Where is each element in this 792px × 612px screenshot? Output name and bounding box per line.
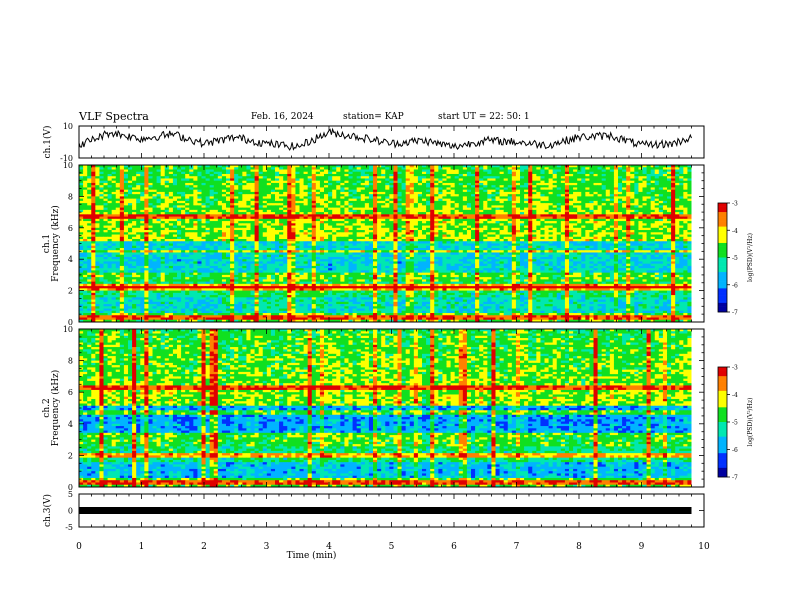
ch1-spectrogram-colorbar-label: log(PSD)(V²/Hz) <box>747 233 754 282</box>
ch1-spectrogram-colorbar-tick: -3 <box>732 201 738 208</box>
ch1-spectrogram-blank <box>691 165 704 322</box>
ch2-spectrogram-colorbar-label: log(PSD)(V²/Hz) <box>747 398 754 447</box>
xaxis-tick: 5 <box>389 542 395 552</box>
ch2-spectrogram-ytick: 8 <box>68 357 73 366</box>
xaxis-tick: 9 <box>639 542 645 552</box>
ch2-spectrogram-blank <box>691 329 704 487</box>
xaxis-tick: 0 <box>76 542 82 552</box>
ch1-spectrogram-colorbar <box>718 203 727 313</box>
ch1-spectrogram-ytick: 8 <box>68 192 73 201</box>
station-label: station= KAP <box>343 112 404 122</box>
ch1-spectrogram-colorbar-tick: -4 <box>732 228 738 235</box>
ch3-trace <box>79 507 692 514</box>
start-time-label: start UT = 22: 50: 1 <box>438 112 530 122</box>
spectrogram-layer <box>79 165 727 488</box>
xaxis-label: Time (min) <box>287 550 337 561</box>
date-label: Feb. 16, 2024 <box>251 112 314 122</box>
ch1-spectrogram-cells <box>79 165 692 323</box>
ch2-spectrogram-ytick: 4 <box>68 420 73 429</box>
ch2-spectrogram-ylabel: ch.2 <box>42 398 52 417</box>
ch2-spectrogram-ytick: 6 <box>68 388 73 397</box>
xaxis-tick: 4 <box>326 542 332 552</box>
ch1-spectrogram-ytick: 2 <box>68 287 73 296</box>
xaxis-tick: 8 <box>576 542 582 552</box>
ch2-spectrogram-colorbar-tick: -4 <box>732 392 738 399</box>
xaxis-tick: 7 <box>514 542 520 552</box>
ch3-waveform-ytick: 5 <box>68 490 73 499</box>
ch2-spectrogram-ytick: 0 <box>68 483 73 492</box>
ch2-spectrogram-colorbar-tick: -7 <box>732 475 738 482</box>
xaxis-tick: 2 <box>201 542 207 552</box>
ch2-spectrogram-colorbar-tick: -5 <box>732 420 738 427</box>
axes-layer <box>78 125 730 528</box>
ch1-spectrogram-colorbar-tick: -5 <box>732 255 738 262</box>
waveform-layer <box>78 127 692 514</box>
ch2-spectrogram-colorbar-tick: -6 <box>732 447 738 454</box>
ch2-spectrogram-colorbar-tick: -3 <box>732 365 738 372</box>
ch3-waveform-ytick: -5 <box>65 523 73 532</box>
ch1-spectrogram-ylabel: ch.1 <box>42 234 52 253</box>
ch3-waveform-ytick: 0 <box>68 507 73 516</box>
chart-title: VLF Spectra <box>79 110 149 123</box>
ch1-waveform-ytick: 10 <box>63 122 73 131</box>
ch1-spectrogram-colorbar-tick: -7 <box>732 310 738 317</box>
ch1-trace <box>78 127 692 151</box>
ch1-waveform-ytick: -10 <box>60 154 73 163</box>
xaxis-tick: 6 <box>451 542 457 552</box>
ch1-spectrogram-colorbar-tick: -6 <box>732 282 738 289</box>
ch2-spectrogram-colorbar <box>718 367 727 478</box>
ch2-spectrogram-ylabel: Frequency (kHz) <box>50 370 61 447</box>
ch2-spectrogram-ytick: 2 <box>68 451 73 460</box>
ch1-spectrogram-ytick: 4 <box>68 255 73 264</box>
xaxis-tick: 10 <box>698 542 710 552</box>
ch1-waveform-ylabel: ch.1(V) <box>42 126 53 159</box>
ch1-spectrogram-ytick: 6 <box>68 224 73 233</box>
ch2-spectrogram-ytick: 10 <box>63 325 73 334</box>
xaxis-tick: 1 <box>139 542 145 552</box>
ch1-spectrogram-ylabel: Frequency (kHz) <box>50 205 61 282</box>
xaxis-tick: 3 <box>264 542 270 552</box>
ch3-waveform-ylabel: ch.3(V) <box>42 494 53 527</box>
ch1-spectrogram-ytick: 0 <box>68 318 73 327</box>
ch2-spectrogram-cells <box>79 329 692 488</box>
ch1-spectrogram-ytick: 10 <box>63 161 73 170</box>
